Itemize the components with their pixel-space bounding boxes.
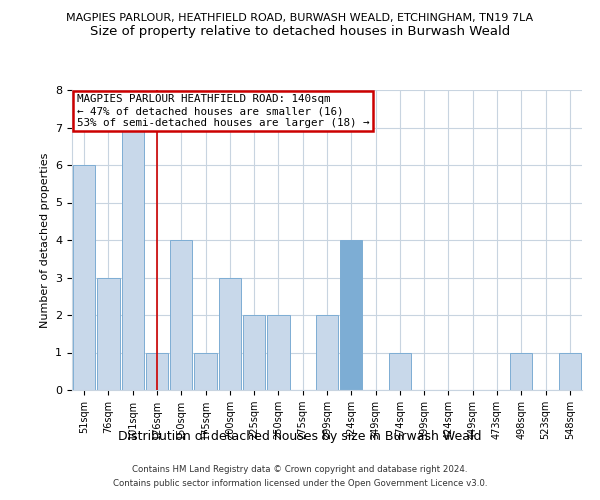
Bar	[97, 278, 119, 390]
Bar	[218, 278, 241, 390]
Bar	[170, 240, 193, 390]
Text: Distribution of detached houses by size in Burwash Weald: Distribution of detached houses by size …	[118, 430, 482, 443]
Bar	[146, 352, 168, 390]
Bar	[243, 315, 265, 390]
Bar	[73, 165, 95, 390]
Text: Contains HM Land Registry data © Crown copyright and database right 2024.
Contai: Contains HM Land Registry data © Crown c…	[113, 466, 487, 487]
Bar	[194, 352, 217, 390]
Bar	[340, 240, 362, 390]
Text: MAGPIES PARLOUR HEATHFIELD ROAD: 140sqm
← 47% of detached houses are smaller (16: MAGPIES PARLOUR HEATHFIELD ROAD: 140sqm …	[77, 94, 370, 128]
Bar	[122, 128, 144, 390]
Y-axis label: Number of detached properties: Number of detached properties	[40, 152, 50, 328]
Text: Size of property relative to detached houses in Burwash Weald: Size of property relative to detached ho…	[90, 25, 510, 38]
Bar	[389, 352, 411, 390]
Bar	[267, 315, 290, 390]
Bar	[316, 315, 338, 390]
Text: MAGPIES PARLOUR, HEATHFIELD ROAD, BURWASH WEALD, ETCHINGHAM, TN19 7LA: MAGPIES PARLOUR, HEATHFIELD ROAD, BURWAS…	[67, 12, 533, 22]
Bar	[510, 352, 532, 390]
Bar	[559, 352, 581, 390]
